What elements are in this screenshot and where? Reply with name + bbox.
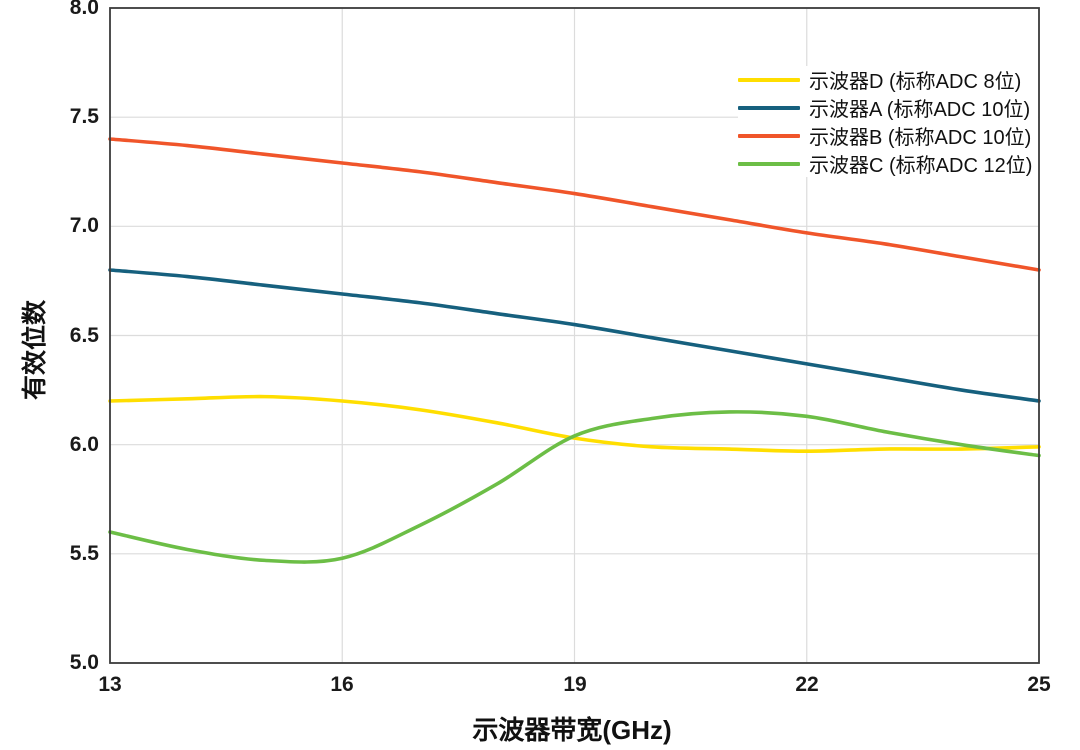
y-tick-label: 6.5 — [69, 324, 99, 347]
legend-label: 示波器C (标称ADC 12位) — [809, 155, 1033, 177]
legend-item-scope-d: 示波器D (标称ADC 8位) — [738, 67, 1038, 93]
x-tick-label: 16 — [330, 673, 354, 696]
y-tick-label: 5.0 — [69, 651, 99, 674]
legend-swatch-scope-a — [738, 105, 800, 110]
plot-border — [109, 7, 1040, 664]
x-tick-label: 19 — [563, 673, 587, 696]
y-tick-label: 6.0 — [69, 433, 99, 456]
legend-swatch-scope-d — [738, 77, 800, 82]
legend-label: 示波器A (标称ADC 10位) — [809, 99, 1031, 121]
x-axis-title: 示波器带宽(GHz) — [472, 715, 672, 745]
legend-label: 示波器B (标称ADC 10位) — [809, 127, 1032, 149]
series-line-scope-c — [108, 410, 1041, 564]
legend-item-scope-a: 示波器A (标称ADC 10位) — [738, 95, 1038, 121]
y-axis-title: 有效位数 — [21, 300, 49, 401]
series-line-scope-d — [108, 394, 1041, 454]
legend-swatch-scope-b — [738, 133, 800, 138]
legend-label: 示波器D (标称ADC 8位) — [809, 71, 1022, 93]
legend-item-scope-c: 示波器C (标称ADC 12位) — [738, 151, 1038, 177]
x-tick-label: 25 — [1027, 673, 1051, 696]
legend: 示波器D (标称ADC 8位) 示波器A (标称ADC 10位) 示波器B (标称A… — [738, 66, 1038, 177]
series-line-scope-b — [108, 137, 1041, 272]
y-tick-label: 7.0 — [69, 214, 99, 237]
series-line-scope-a — [108, 268, 1041, 403]
legend-swatch-scope-c — [738, 161, 800, 166]
legend-item-scope-b: 示波器B (标称ADC 10位) — [738, 123, 1038, 149]
y-tick-label: 7.5 — [69, 105, 99, 128]
y-tick-label: 5.5 — [69, 542, 99, 565]
y-tick-label: 8.0 — [69, 0, 99, 19]
x-tick-label: 13 — [98, 673, 122, 696]
x-tick-label: 22 — [795, 673, 819, 696]
